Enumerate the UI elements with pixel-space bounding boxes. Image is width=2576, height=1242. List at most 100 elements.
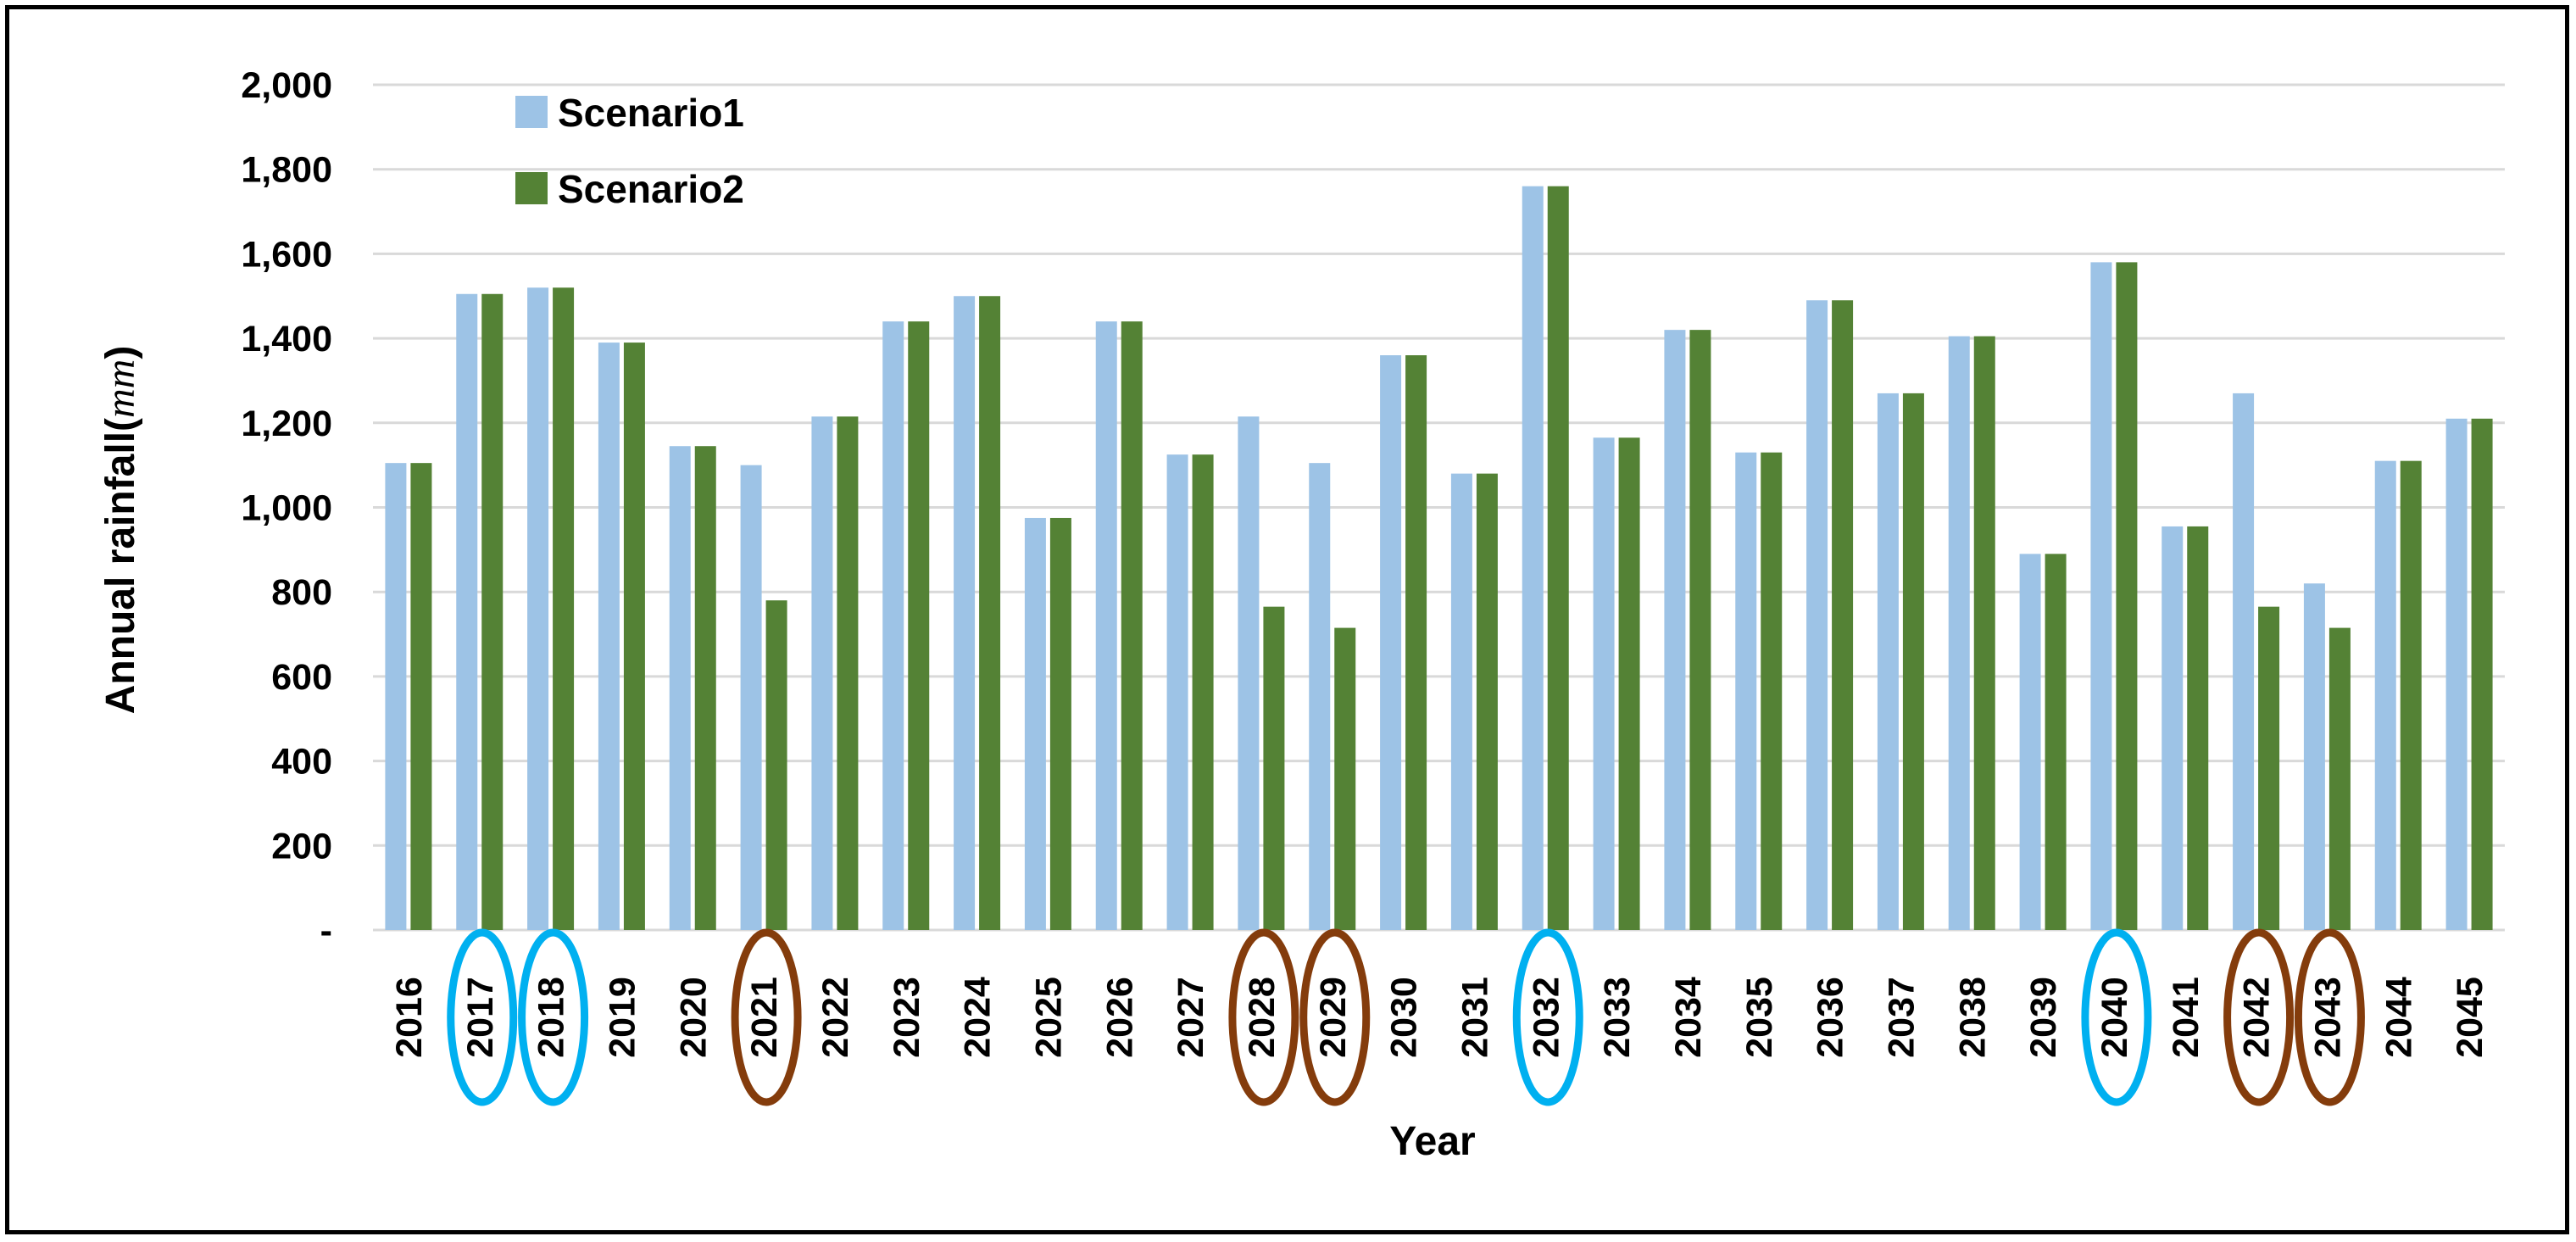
bar-scenario2-2020: [694, 446, 716, 930]
bar-scenario2-2033: [1618, 437, 1640, 930]
x-tick-label-2025: 2025: [1028, 977, 1069, 1058]
bar-scenario2-2032: [1547, 186, 1569, 930]
bar-scenario2-2028: [1263, 606, 1285, 930]
y-axis-title: Annual rainfall(mm): [98, 346, 143, 715]
bar-scenario2-2039: [2045, 554, 2067, 930]
bar-series: [385, 186, 2493, 931]
x-tick-label-2023: 2023: [887, 977, 927, 1058]
bar-scenario1-2019: [598, 343, 620, 931]
bar-scenario1-2027: [1166, 454, 1188, 930]
bar-scenario1-2043: [2303, 583, 2325, 930]
y-axis-title-paren-open: (: [98, 418, 143, 432]
bar-scenario2-2026: [1121, 321, 1143, 930]
bar-scenario2-2017: [481, 293, 504, 930]
bar-scenario2-2040: [2116, 262, 2138, 930]
x-tick-label-2020: 2020: [673, 977, 714, 1058]
bar-scenario2-2016: [410, 463, 432, 930]
bar-scenario1-2045: [2445, 418, 2468, 930]
bar-scenario1-2024: [954, 296, 976, 930]
x-tick-label-2040: 2040: [2095, 977, 2135, 1058]
bar-scenario2-2030: [1405, 355, 1427, 930]
bar-scenario2-2024: [979, 296, 1001, 930]
bar-scenario1-2040: [2090, 262, 2112, 930]
bar-scenario2-2035: [1761, 452, 1783, 930]
bar-scenario2-2037: [1902, 393, 1924, 930]
y-tick-label-1000: 1,000: [241, 488, 332, 529]
y-tick-label-800: 800: [271, 572, 332, 613]
bar-scenario1-2017: [456, 293, 478, 930]
year-highlight-ellipses: [447, 928, 2365, 1106]
x-tick-label-2045: 2045: [2450, 977, 2490, 1058]
x-tick-label-2037: 2037: [1881, 977, 1922, 1058]
y-axis-title-unit: mm: [98, 359, 143, 418]
bar-scenario2-2044: [2400, 460, 2422, 930]
highlight-wet-2017: [447, 928, 518, 1106]
bar-scenario1-2018: [527, 287, 549, 930]
x-tick-label-2039: 2039: [2023, 977, 2064, 1058]
bar-scenario1-2041: [2162, 526, 2184, 930]
bar-scenario1-2026: [1095, 321, 1117, 930]
gridlines: [373, 83, 2505, 932]
x-tick-label-2031: 2031: [1455, 977, 1495, 1058]
x-tick-label-2034: 2034: [1668, 977, 1709, 1058]
bar-scenario2-2034: [1689, 330, 1711, 930]
y-tick-label-200: 200: [271, 826, 332, 866]
bar-scenario1-2042: [2233, 393, 2255, 930]
x-tick-label-2033: 2033: [1597, 977, 1638, 1058]
legend-label-scenario1: Scenario1: [558, 91, 744, 135]
x-tick-label-2038: 2038: [1952, 977, 1993, 1058]
bar-scenario2-2021: [765, 600, 787, 930]
highlight-dry-2042: [2223, 928, 2295, 1106]
bar-scenario2-2018: [553, 287, 575, 930]
x-tick-label-2041: 2041: [2166, 977, 2206, 1058]
x-tick-label-2029: 2029: [1313, 977, 1354, 1058]
bar-scenario1-2020: [669, 446, 691, 930]
bar-scenario2-2042: [2258, 606, 2280, 930]
x-tick-label-2036: 2036: [1811, 977, 1851, 1058]
bar-scenario1-2025: [1024, 517, 1046, 930]
bar-scenario1-2029: [1309, 463, 1331, 930]
bar-scenario2-2031: [1476, 473, 1498, 930]
bar-scenario2-2027: [1192, 454, 1214, 930]
y-tick-label-1800: 1,800: [241, 150, 332, 191]
y-tick-label-2000: 2,000: [241, 65, 332, 106]
x-tick-label-2016: 2016: [389, 977, 430, 1058]
x-tick-label-2022: 2022: [815, 977, 856, 1058]
x-tick-label-2024: 2024: [958, 977, 999, 1058]
highlight-wet-2040: [2081, 928, 2152, 1106]
bar-scenario2-2029: [1334, 627, 1356, 930]
bar-scenario1-2023: [882, 321, 904, 930]
y-tick-labels: - 200 400 600 800 1,000 1,200 1,400 1,600 1,800 2,…: [241, 65, 332, 951]
bar-scenario2-2041: [2187, 526, 2209, 930]
legend-label-scenario2: Scenario2: [558, 167, 744, 211]
legend[interactable]: Scenario1 Scenario2: [515, 91, 744, 211]
bar-scenario2-2036: [1832, 300, 1854, 930]
x-tick-labels: 2016 2017 2018 2019 2020 2021 2022 2023 2024 2025…: [389, 977, 2490, 1058]
bar-scenario1-2030: [1380, 355, 1402, 930]
bar-scenario1-2021: [740, 465, 762, 930]
x-tick-label-2021: 2021: [744, 977, 785, 1058]
chart-frame: [5, 5, 2569, 1234]
x-tick-label-2030: 2030: [1384, 977, 1425, 1058]
highlight-wet-2018: [518, 928, 589, 1106]
bar-scenario1-2035: [1735, 452, 1757, 930]
x-tick-label-2032: 2032: [1526, 977, 1566, 1058]
x-tick-label-2043: 2043: [2307, 977, 2348, 1058]
x-tick-label-2027: 2027: [1171, 977, 1211, 1058]
bar-scenario1-2034: [1664, 330, 1686, 930]
y-axis-title-paren-close: ): [98, 346, 143, 359]
bar-scenario2-2022: [837, 416, 859, 930]
legend-swatch-scenario2: [515, 172, 548, 204]
x-tick-label-2017: 2017: [460, 977, 501, 1058]
y-axis-title-text: Annual rainfall: [98, 432, 143, 714]
y-tick-label-0: -: [320, 911, 332, 951]
highlight-dry-2029: [1299, 928, 1371, 1106]
bar-scenario1-2032: [1522, 186, 1544, 930]
y-tick-label-600: 600: [271, 657, 332, 698]
y-tick-label-400: 400: [271, 742, 332, 783]
bar-scenario2-2038: [1973, 336, 1995, 930]
bar-scenario1-2033: [1593, 437, 1615, 930]
bar-scenario1-2036: [1806, 300, 1828, 930]
bar-scenario1-2039: [2019, 554, 2041, 930]
